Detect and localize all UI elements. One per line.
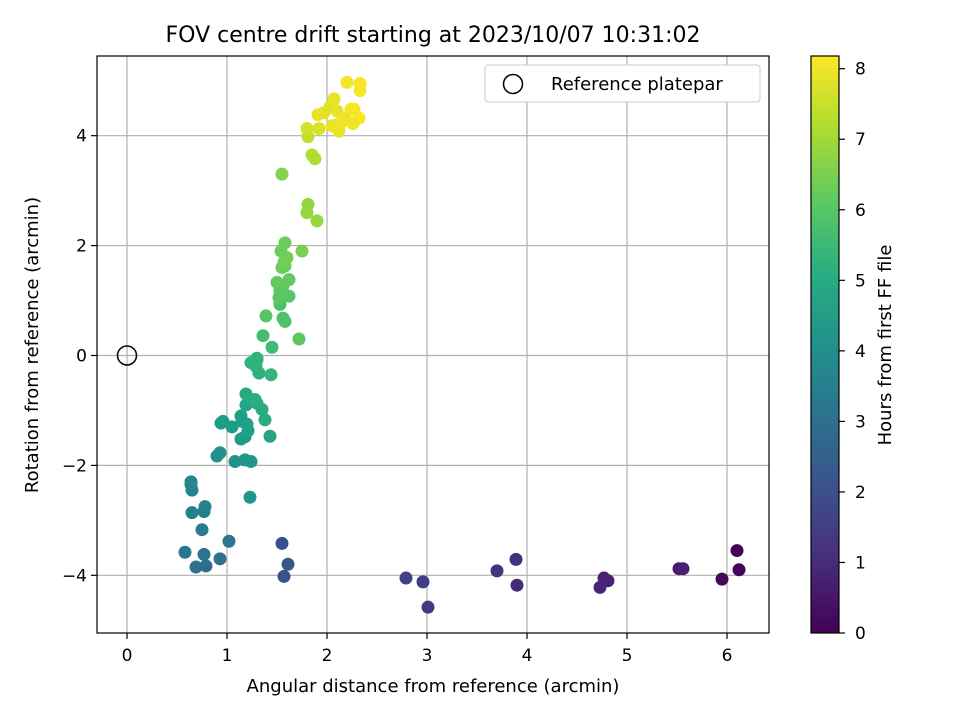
data-point <box>509 552 523 566</box>
data-point <box>243 490 257 504</box>
data-point <box>250 351 264 365</box>
colorbar-tick-label: 0 <box>855 624 866 644</box>
data-point <box>195 523 209 537</box>
legend: Reference platepar <box>484 64 761 103</box>
y-axis-label: Rotation from reference (arcmin) <box>22 197 43 493</box>
chart-title: FOV centre drift starting at 2023/10/07 … <box>166 23 701 48</box>
legend-marker <box>502 73 524 95</box>
data-point <box>399 571 413 585</box>
data-point <box>300 206 314 220</box>
data-point <box>300 122 314 136</box>
data-point <box>353 84 367 98</box>
data-point <box>276 311 290 325</box>
x-tick-label: 3 <box>422 646 433 666</box>
x-tick-label: 2 <box>322 646 333 666</box>
data-point <box>676 562 690 576</box>
x-tick-label: 4 <box>522 646 533 666</box>
data-point <box>213 552 227 566</box>
data-point <box>277 569 291 583</box>
colorbar-tick-label: 6 <box>855 201 866 221</box>
reference-point-marker <box>116 345 138 366</box>
data-point <box>184 475 198 489</box>
data-point <box>248 392 262 406</box>
data-point <box>278 236 292 250</box>
data-point <box>295 244 309 258</box>
data-point <box>593 580 607 594</box>
data-point <box>213 446 227 460</box>
data-point <box>273 285 287 299</box>
colorbar-tick-label: 1 <box>855 553 866 573</box>
data-point <box>264 368 278 382</box>
data-point <box>189 560 203 574</box>
data-point <box>225 420 239 434</box>
data-point <box>340 75 354 89</box>
colorbar <box>810 55 840 634</box>
data-point <box>265 340 279 354</box>
colorbar-tick-label: 8 <box>855 60 866 80</box>
y-tick-label: 0 <box>76 346 87 366</box>
data-point <box>281 557 295 571</box>
grid-lines <box>97 56 769 633</box>
data-point <box>346 117 360 131</box>
colorbar-tick-label: 3 <box>855 412 866 432</box>
legend-box <box>484 64 761 103</box>
y-tick-label: −4 <box>62 566 87 586</box>
x-tick-label: 0 <box>122 646 133 666</box>
data-points <box>178 75 746 614</box>
y-tick-label: −2 <box>62 456 87 476</box>
data-point <box>308 152 322 166</box>
data-point <box>490 564 504 578</box>
plot-frame <box>96 55 770 634</box>
data-point <box>270 275 284 289</box>
data-point <box>252 366 266 380</box>
colorbar-ticks: 0 1 2 3 4 5 6 7 8 <box>839 60 866 644</box>
data-point <box>325 119 339 133</box>
data-point <box>255 402 269 416</box>
data-point <box>311 108 325 122</box>
y-axis-ticks: −4 −2 0 2 4 <box>62 127 97 586</box>
colorbar-label: Hours from first FF file <box>875 245 896 446</box>
data-point <box>263 429 277 443</box>
x-axis-label: Angular distance from reference (arcmin) <box>247 676 620 697</box>
data-point <box>275 536 289 550</box>
data-point <box>222 534 236 548</box>
data-point <box>259 309 273 323</box>
x-axis-ticks: 0 1 2 3 4 5 6 <box>122 633 733 666</box>
data-point <box>199 559 213 573</box>
data-point <box>715 572 729 586</box>
data-point <box>235 414 249 428</box>
data-point <box>197 547 211 561</box>
y-tick-label: 2 <box>76 237 87 257</box>
colorbar-tick-label: 7 <box>855 130 866 150</box>
data-point <box>327 92 341 106</box>
data-point <box>178 545 192 559</box>
data-point <box>244 455 258 469</box>
data-point <box>275 167 289 181</box>
x-tick-label: 1 <box>222 646 233 666</box>
y-tick-label: 4 <box>76 127 87 147</box>
data-point <box>198 500 212 514</box>
x-tick-label: 5 <box>622 646 633 666</box>
data-point <box>282 273 296 287</box>
data-point <box>256 329 270 343</box>
data-point <box>732 563 746 577</box>
colorbar-tick-label: 4 <box>855 342 866 362</box>
legend-entry-label: Reference platepar <box>551 74 723 95</box>
data-point <box>312 122 326 136</box>
x-tick-label: 6 <box>722 646 733 666</box>
colorbar-tick-label: 2 <box>855 483 866 503</box>
data-point <box>416 575 430 589</box>
data-point <box>730 544 744 558</box>
data-point <box>292 332 306 346</box>
data-point <box>258 413 272 427</box>
data-point <box>421 600 435 614</box>
data-point <box>185 506 199 520</box>
data-point <box>310 214 324 228</box>
data-point <box>228 455 242 469</box>
colorbar-tick-label: 5 <box>855 271 866 291</box>
data-point <box>510 578 524 592</box>
